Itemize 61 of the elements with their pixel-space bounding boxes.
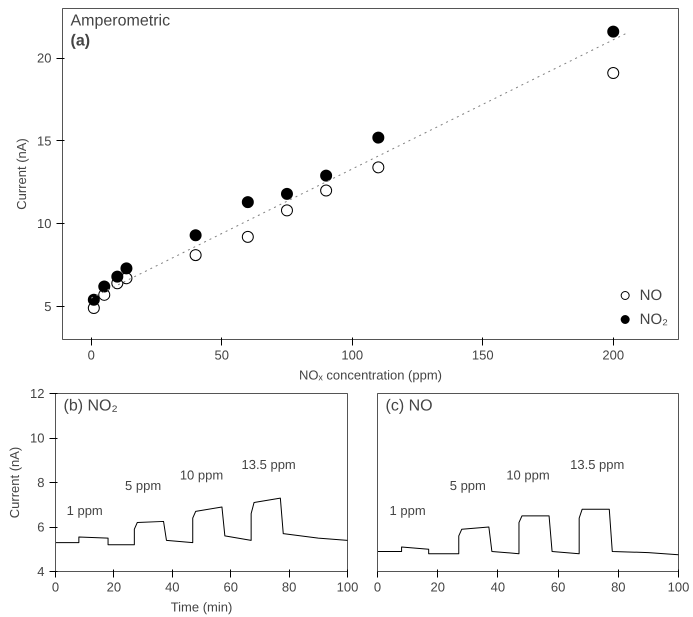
y-axis-title: Current (nA) — [7, 446, 22, 518]
point — [607, 67, 620, 80]
point — [280, 204, 293, 216]
point — [372, 161, 384, 174]
annotation: 5 ppm — [450, 478, 486, 494]
x-tick-label: 0 — [52, 580, 60, 594]
y-tick-label: 10 — [30, 430, 45, 446]
annotation: 10 ppm — [180, 468, 224, 482]
point — [242, 230, 254, 243]
legend-label: NO₂ — [640, 310, 668, 328]
point — [120, 262, 132, 274]
point — [372, 132, 384, 144]
point — [190, 249, 202, 262]
point — [98, 280, 110, 293]
x-tick-label: 50 — [214, 348, 229, 362]
x-axis-title: NOₓ concentration (ppm) — [299, 368, 442, 382]
chart-title: (b) NO₂ — [64, 398, 118, 414]
x-tick-label: 60 — [550, 580, 566, 594]
y-tick-label: 12 — [30, 386, 45, 401]
x-tick-label: 80 — [282, 580, 296, 594]
y-tick-label: 8 — [37, 475, 45, 490]
chart-title: Amperometric — [70, 12, 170, 30]
annotation: (a) — [70, 32, 90, 50]
x-tick-label: 100 — [341, 348, 364, 362]
x-axis-title: Time (min) — [170, 600, 232, 614]
legend-label: NO — [640, 286, 662, 304]
y-tick-label: 15 — [37, 133, 52, 148]
annotation: 10 ppm — [506, 468, 550, 482]
x-tick-label: 60 — [223, 580, 238, 594]
x-tick-label: 40 — [490, 580, 506, 594]
point — [320, 184, 332, 197]
line-series — [56, 498, 348, 546]
x-tick-label: 20 — [430, 580, 445, 594]
annotation: 1 ppm — [66, 503, 103, 518]
x-tick-label: 200 — [602, 348, 624, 362]
annotation: 13.5 ppm — [242, 456, 296, 472]
annotation: 5 ppm — [125, 478, 162, 494]
y-tick-label: 5 — [44, 298, 52, 314]
point — [111, 270, 124, 283]
x-tick-label: 40 — [165, 580, 180, 594]
annotation: 13.5 ppm — [570, 456, 624, 472]
point — [607, 26, 620, 38]
point — [242, 196, 254, 208]
x-tick-label: 150 — [472, 348, 494, 362]
y-axis-title: Current (nA) — [14, 138, 30, 210]
x-tick-label: 100 — [336, 580, 358, 594]
x-tick-label: 0 — [88, 348, 95, 362]
x-tick-label: 80 — [611, 580, 626, 594]
x-tick-label: 0 — [374, 580, 382, 594]
y-tick-label: 20 — [37, 50, 52, 66]
y-tick-label: 4 — [37, 564, 45, 579]
x-tick-label: 20 — [106, 580, 122, 594]
point — [320, 170, 332, 182]
x-tick-label: 100 — [668, 580, 690, 594]
y-tick-label: 6 — [37, 520, 45, 534]
annotation: 1 ppm — [390, 503, 426, 518]
point — [280, 188, 293, 200]
point — [190, 229, 202, 242]
y-tick-label: 10 — [37, 216, 52, 232]
point — [88, 294, 100, 306]
chart-title: (c) NO — [386, 398, 433, 414]
